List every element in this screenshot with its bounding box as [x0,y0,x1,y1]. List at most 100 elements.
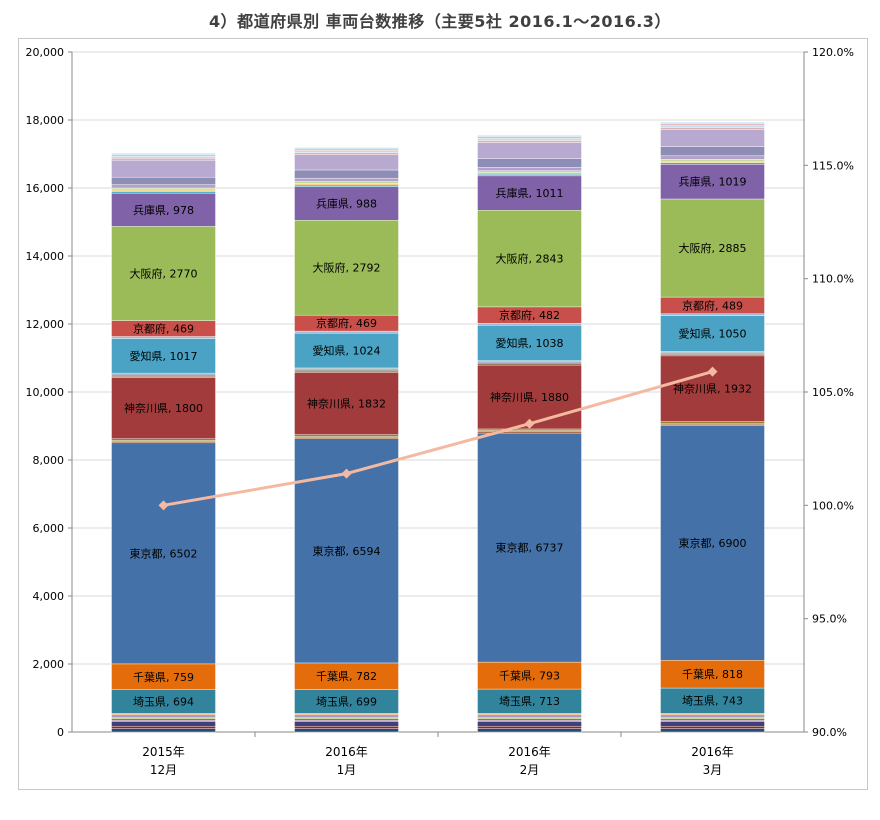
y-tick-label: 18,000 [26,114,65,127]
data-label: 埼玉県, 713 [499,694,560,708]
y-tick-label: 2,000 [33,658,65,671]
bar-segment [660,660,765,689]
bar-segment [477,720,582,723]
bar-segment [660,354,765,357]
bar-segment [660,125,765,128]
bar-segment [660,713,765,715]
bar-segment [477,728,582,733]
bar-segment [477,173,582,177]
bar-segment [294,183,399,186]
data-label: 兵庫県, 1019 [679,175,747,189]
bar-segment [477,721,582,727]
bar-segment [477,172,582,175]
data-label: 愛知県, 1024 [313,344,381,358]
y2-tick-label: 100.0% [812,499,854,512]
bar-segment [294,721,399,727]
bar-segment [111,153,216,155]
growth-line-marker [341,468,352,479]
growth-line-marker [524,418,535,429]
bar-segment [477,210,582,308]
bar-segment [660,161,765,163]
chart-frame [18,38,868,790]
bar-segment [477,138,582,141]
bar-segment [111,721,216,727]
bar-segment [477,661,582,690]
bar-segment [111,155,216,159]
bar-segment [111,714,216,717]
bar-segment [477,158,582,168]
bar-segment [477,135,582,137]
data-label: 埼玉県, 694 [133,695,194,709]
bar-segment [111,187,216,191]
bar-segment [660,424,765,426]
bar-segment [660,123,765,126]
bar-segment [660,121,765,124]
bar-segment [111,377,216,439]
bar-segment [477,713,582,715]
bar-segment [294,330,399,334]
data-label: 東京都, 6594 [313,544,381,558]
bar-segment [294,220,399,316]
bar-segment [111,159,216,178]
bar-segment [111,713,216,715]
bar-segment [660,127,765,130]
data-label: 京都府, 469 [133,322,194,336]
bar-segment [294,717,399,719]
bar-segment [294,184,399,187]
bar-segment [111,728,216,733]
bar-segment [477,717,582,719]
bar-segment [660,421,765,424]
x-category-label: 2月 [520,763,540,777]
y2-tick-label: 105.0% [812,386,854,399]
bar-segment [111,718,216,721]
data-label: 愛知県, 1050 [679,327,747,341]
bar-segment [660,164,765,200]
bar-segment [660,687,765,714]
growth-line-marker [158,500,169,511]
bar-segment [294,154,399,171]
y-tick-label: 14,000 [26,250,65,263]
bar-segment [111,191,216,194]
data-label: 神奈川県, 1800 [124,401,203,415]
growth-line [163,370,713,507]
data-label: 埼玉県, 743 [682,694,743,708]
y-tick-label: 6,000 [33,522,65,535]
bar-segment [660,313,765,316]
bar-segment [294,177,399,182]
y-tick-label: 10,000 [26,386,65,399]
bar-segment [660,726,765,729]
bar-segment [111,442,216,665]
bar-segment [660,425,765,661]
x-category-label: 2015年 [142,745,185,759]
bar-segment [294,437,399,439]
y2-tick-label: 115.0% [812,159,854,172]
x-category-label: 2016年 [508,745,551,759]
bar-segment [111,226,216,321]
y-tick-label: 20,000 [26,46,65,59]
bar-segment [294,726,399,729]
data-label: 京都府, 469 [316,316,377,330]
bar-segment [477,715,582,718]
bar-segment [294,147,399,150]
bar-segment [660,129,765,147]
x-category-label: 1月 [337,763,357,777]
bar-segment [660,720,765,723]
bar-segment [294,150,399,153]
bar-segment [294,714,399,717]
bar-segment [111,336,216,339]
bar-segment [111,717,216,719]
bar-segment [477,325,582,361]
bar-segment [477,363,582,366]
y-tick-label: 8,000 [33,454,65,467]
bar-segment [111,157,216,161]
data-label: 神奈川県, 1880 [490,390,569,404]
bar-segment [294,370,399,373]
data-label: 大阪府, 2885 [679,241,747,255]
bar-segment [111,441,216,444]
bar-segment [294,148,399,151]
data-label: 東京都, 6737 [496,541,564,555]
bar-segment [294,720,399,723]
data-label: 愛知県, 1038 [496,336,564,350]
data-label: 大阪府, 2792 [313,261,381,275]
